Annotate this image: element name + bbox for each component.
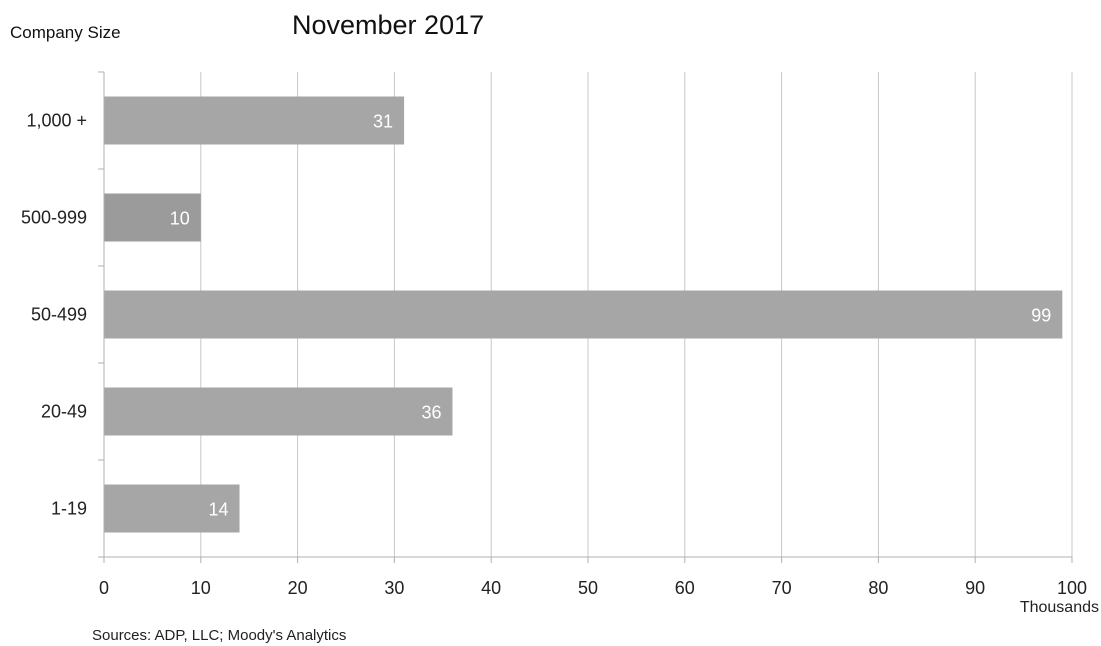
bar: [104, 387, 453, 436]
x-tick-label: 100: [1057, 578, 1087, 598]
x-tick-label: 60: [675, 578, 695, 598]
bar: [104, 193, 201, 242]
x-tick-label: 10: [191, 578, 211, 598]
bars: [104, 96, 1063, 533]
bar-value-label: 10: [170, 209, 190, 229]
x-tick-label: 80: [868, 578, 888, 598]
y-category-label: 1,000 +: [26, 111, 87, 131]
x-tick-label: 20: [288, 578, 308, 598]
y-category-label: 1-19: [51, 499, 87, 519]
bar: [104, 96, 405, 145]
x-tick-label: 40: [481, 578, 501, 598]
y-category-label: 20-49: [41, 402, 87, 422]
x-tick-label: 0: [99, 578, 109, 598]
bar: [104, 290, 1063, 339]
x-tick-label: 30: [384, 578, 404, 598]
y-category-label: 500-999: [21, 208, 87, 228]
labels: 0 10 20 30 40 50 60 70 80 90 100 1,000 + 31 500-999 10…: [21, 111, 1087, 599]
x-tick-label: 50: [578, 578, 598, 598]
axes: [98, 71, 1073, 563]
chart-title: November 2017: [292, 10, 484, 40]
y-axis-title: Company Size: [10, 23, 121, 42]
bar: [104, 484, 240, 533]
source-note: Sources: ADP, LLC; Moody's Analytics: [92, 627, 346, 644]
bar-value-label: 36: [421, 403, 441, 423]
bar-value-label: 99: [1031, 306, 1051, 326]
x-tick-label: 90: [965, 578, 985, 598]
x-tick-label: 70: [772, 578, 792, 598]
y-category-label: 50-499: [31, 305, 87, 325]
bar-value-label: 14: [208, 500, 228, 520]
x-axis-unit-label: Thousands: [1020, 599, 1099, 616]
bar-value-label: 31: [373, 112, 393, 132]
